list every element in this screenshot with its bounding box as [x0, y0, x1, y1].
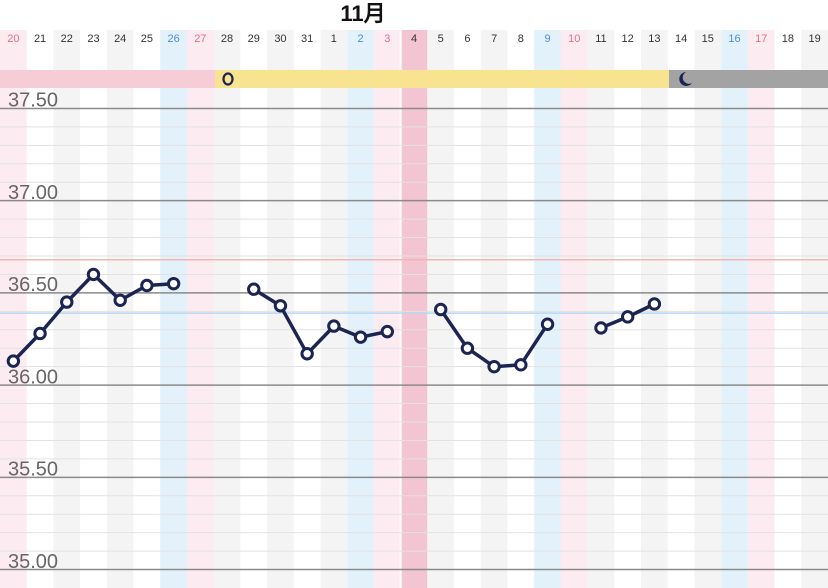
day-label: 30 — [274, 33, 286, 45]
day-label: 25 — [141, 33, 153, 45]
day-label: 3 — [384, 33, 390, 45]
header-bg — [0, 0, 828, 30]
day-column — [320, 30, 348, 588]
temperature-point — [514, 358, 528, 372]
day-column — [534, 30, 561, 588]
day-column — [347, 30, 374, 588]
day-column — [560, 30, 588, 588]
day-column — [160, 30, 187, 588]
day-column — [721, 30, 748, 588]
day-column — [373, 30, 401, 588]
day-label: 5 — [438, 33, 444, 45]
y-tick-label: 36.50 — [8, 274, 58, 296]
day-label: 17 — [755, 33, 767, 45]
day-column — [0, 30, 27, 588]
temperature-point — [60, 295, 74, 309]
day-label: 11 — [595, 33, 606, 45]
phase-band — [0, 70, 828, 88]
y-tick-label: 37.00 — [8, 182, 58, 204]
grid: 35.00 35.50 36.00 36.50 37.00 37.50 — [0, 90, 828, 573]
day-column — [507, 30, 535, 588]
temperature-point — [487, 359, 501, 374]
day-column — [801, 30, 828, 588]
temperature-point — [620, 310, 635, 324]
month-label: 11月 — [340, 1, 385, 26]
follicular-band — [215, 70, 669, 88]
day-label: 12 — [622, 33, 634, 45]
luteal-band — [669, 70, 828, 88]
day-label: 2 — [358, 33, 364, 45]
moon-icon — [679, 72, 692, 86]
day-label: 15 — [702, 33, 714, 45]
day-column — [293, 30, 321, 588]
day-label: 19 — [809, 33, 821, 45]
temperature-point — [327, 319, 341, 333]
day-column — [694, 30, 722, 588]
day-column — [26, 30, 54, 588]
temperature-point — [594, 321, 608, 335]
temperature-point — [434, 302, 448, 317]
day-label: 8 — [518, 33, 524, 45]
day-column — [747, 30, 775, 588]
y-tick-label: 36.00 — [8, 366, 58, 388]
temperature-point — [86, 267, 101, 282]
temperature-point — [166, 276, 181, 291]
ovulation-icon — [222, 72, 234, 86]
temperature-point — [6, 354, 21, 368]
day-label: 1 — [331, 33, 337, 45]
day-label: 7 — [491, 33, 497, 45]
temperature-point — [33, 326, 47, 341]
day-label: 6 — [464, 33, 470, 45]
day-label: 21 — [34, 33, 46, 45]
y-tick-label: 35.50 — [8, 459, 58, 481]
day-label: 24 — [114, 33, 126, 45]
day-column — [133, 30, 161, 588]
temperature-point — [113, 293, 127, 307]
temperature-point — [300, 347, 314, 361]
day-label: 26 — [167, 33, 179, 45]
day-column — [774, 30, 802, 588]
period-band — [0, 70, 215, 88]
day-label: 14 — [675, 33, 687, 45]
day-column — [186, 30, 214, 588]
day-column — [480, 30, 508, 588]
day-label: 18 — [782, 33, 794, 45]
day-column — [454, 30, 481, 588]
day-column — [614, 30, 642, 588]
y-tick-label: 37.50 — [8, 90, 58, 112]
day-label: 31 — [301, 33, 313, 45]
temperature-point — [273, 299, 288, 313]
day-column — [106, 30, 134, 588]
day-column — [80, 30, 107, 588]
temperature-point — [647, 297, 662, 311]
temperature-point — [353, 330, 368, 344]
day-column — [400, 30, 428, 588]
day-label: 4 — [411, 33, 417, 45]
temperature-point — [247, 282, 261, 296]
day-label: 20 — [7, 33, 19, 45]
day-label: 22 — [61, 33, 73, 45]
day-label: 13 — [648, 33, 660, 45]
background — [0, 30, 828, 588]
day-label: 16 — [728, 33, 740, 45]
temperature-point — [540, 317, 555, 331]
day-column — [587, 30, 615, 588]
day-column — [213, 30, 241, 588]
day-label: 29 — [248, 33, 260, 45]
day-column — [53, 30, 81, 588]
temperature-point — [140, 278, 154, 293]
day-column — [667, 30, 695, 588]
day-labels: 20 21 22 23 24 25 26 27 28 29 30 31 1 2 3 4 5 6 7 8 9 10 11 12 1… — [7, 33, 821, 45]
day-label: 28 — [221, 33, 233, 45]
day-label: 27 — [194, 33, 206, 45]
day-label: 9 — [544, 33, 550, 45]
day-label: 23 — [87, 33, 99, 45]
temperature-point — [460, 341, 475, 355]
day-label: 10 — [568, 33, 580, 45]
day-column — [240, 30, 268, 588]
temperature-point — [380, 324, 394, 339]
y-tick-label: 35.00 — [8, 551, 58, 573]
plot — [6, 267, 662, 374]
